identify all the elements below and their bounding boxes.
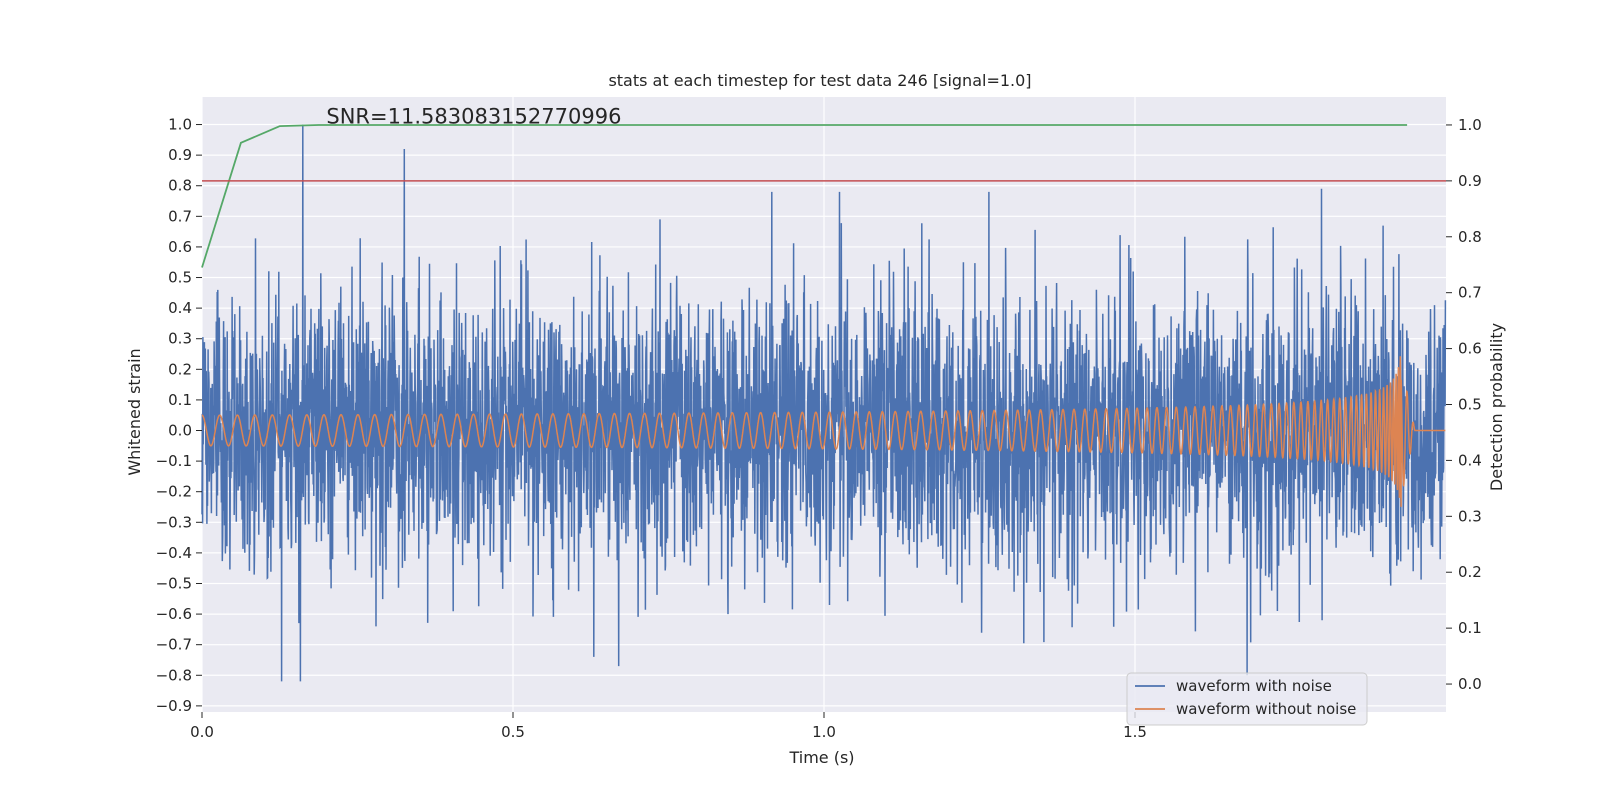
y-tick-label: 1.0: [168, 116, 192, 134]
y-right-tick-label: 0.5: [1458, 396, 1482, 414]
y-tick-label: −0.9: [156, 697, 192, 715]
x-axis-ticks: 0.0 0.5 1.0 1.5: [190, 712, 1147, 741]
series-waveform-without-noise: [201, 356, 1446, 507]
y-tick-label: 0.7: [168, 207, 192, 225]
y-tick-label: 0.1: [168, 391, 192, 409]
y-tick-label: 0.0: [168, 422, 192, 440]
legend-box: [1126, 672, 1368, 726]
legend-label-noise: waveform with noise: [1176, 677, 1332, 695]
y-right-tick-label: 0.4: [1458, 451, 1482, 469]
chart-title: stats at each timestep for test data 246…: [608, 71, 1031, 90]
y-tick-label: −0.8: [156, 666, 192, 684]
x-tick-label: 0.5: [501, 723, 525, 741]
y-tick-label: −0.2: [156, 483, 192, 501]
y-right-tick-label: 1.0: [1458, 116, 1482, 134]
y-tick-label: 0.4: [168, 299, 192, 317]
x-axis-label: Time (s): [788, 748, 854, 767]
legend: waveform with noise waveform without noi…: [1126, 672, 1368, 726]
x-tick-label: 1.0: [812, 723, 836, 741]
y-tick-label: −0.6: [156, 605, 192, 623]
waveform-without-noise-line: [201, 356, 1446, 507]
snr-annotation: SNR=11.583083152770996: [326, 105, 621, 129]
y-axis-left-ticks: 1.0 0.9 0.8 0.7 0.6 0.5 0.4 0.3 0.2 0.1 0.0 −0.1 −0.…: [156, 116, 202, 715]
y-tick-label: 0.2: [168, 360, 192, 378]
y-tick-label: 0.6: [168, 238, 192, 256]
x-tick-label: 0.0: [190, 723, 214, 741]
y-axis-right-ticks: 1.0 0.9 0.8 0.7 0.6 0.5 0.4 0.3 0.2 0.1 0.0: [1446, 116, 1482, 693]
legend-label-clean: waveform without noise: [1176, 700, 1356, 718]
y-right-tick-label: 0.2: [1458, 563, 1482, 581]
y-tick-label: −0.1: [156, 452, 192, 470]
y-tick-label: 0.3: [168, 330, 192, 348]
y-tick-label: 0.8: [168, 177, 192, 195]
y-axis-label-right: Detection probability: [1487, 323, 1506, 491]
series-detection-probability: [201, 124, 1408, 268]
y-tick-label: −0.7: [156, 636, 192, 654]
y-right-tick-label: 0.8: [1458, 228, 1482, 246]
y-right-tick-label: 0.9: [1458, 172, 1482, 190]
y-tick-label: −0.3: [156, 513, 192, 531]
y-tick-label: 0.5: [168, 269, 192, 287]
y-tick-label: −0.4: [156, 544, 192, 562]
y-right-tick-label: 0.1: [1458, 619, 1482, 637]
y-tick-label: −0.5: [156, 574, 192, 592]
y-axis-label-left: Whitened strain: [125, 348, 144, 475]
y-right-tick-label: 0.6: [1458, 340, 1482, 358]
detection-probability-line: [201, 124, 1408, 268]
y-tick-label: 0.9: [168, 146, 192, 164]
y-right-tick-label: 0.3: [1458, 507, 1482, 525]
x-tick-label: 1.5: [1123, 723, 1147, 741]
y-right-tick-label: 0.0: [1458, 675, 1482, 693]
y-right-tick-label: 0.7: [1458, 284, 1482, 302]
